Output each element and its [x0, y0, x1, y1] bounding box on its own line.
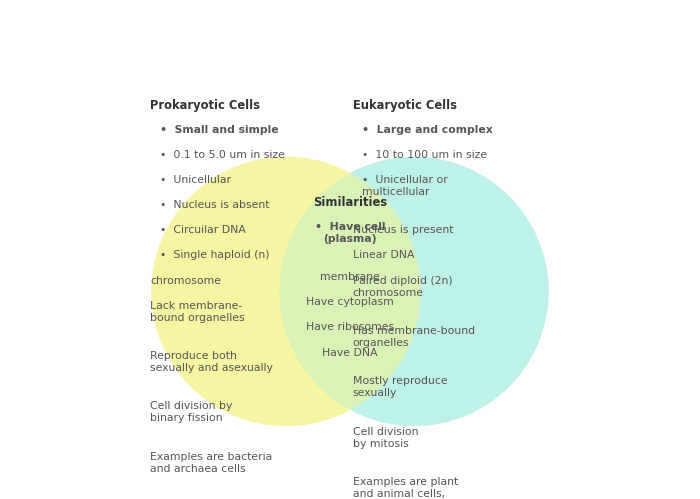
Text: Cell division by
binary fission: Cell division by binary fission [150, 401, 233, 424]
Text: •  Circuilar DNA: • Circuilar DNA [160, 225, 246, 235]
Text: membrane: membrane [320, 272, 380, 282]
Text: •  Single haploid (n): • Single haploid (n) [160, 250, 270, 260]
Text: Linear DNA: Linear DNA [353, 250, 414, 260]
Text: Prokaryotic and Eukaryotic Cells Venn Diagram: Prokaryotic and Eukaryotic Cells Venn Di… [54, 18, 646, 39]
Text: Examples are plant
and animal cells,
including humans: Examples are plant and animal cells, inc… [353, 477, 458, 499]
Text: Has membrane-bound
organelles: Has membrane-bound organelles [353, 326, 475, 348]
Text: •  Unicellular or
multicellular: • Unicellular or multicellular [363, 175, 448, 197]
Text: Reproduce both
sexually and asexually: Reproduce both sexually and asexually [150, 351, 273, 373]
Text: Prokaryotic Cells: Prokaryotic Cells [150, 99, 260, 112]
Text: chromosome: chromosome [150, 275, 221, 285]
Text: •  Nucleus is absent: • Nucleus is absent [160, 200, 270, 210]
Text: Have ribosomes: Have ribosomes [306, 322, 394, 332]
Text: Have cytoplasm: Have cytoplasm [306, 297, 394, 307]
Circle shape [151, 157, 421, 426]
Circle shape [279, 157, 549, 426]
Text: Lack membrane-
bound organelles: Lack membrane- bound organelles [150, 301, 245, 323]
Text: Eukaryotic Cells: Eukaryotic Cells [353, 99, 456, 112]
Text: Have DNA: Have DNA [322, 347, 378, 357]
Text: •  Unicellular: • Unicellular [160, 175, 231, 185]
Text: Similarities: Similarities [313, 197, 387, 210]
Text: Paired diploid (2n)
chromosome: Paired diploid (2n) chromosome [353, 275, 452, 297]
Text: •  Large and complex: • Large and complex [363, 125, 493, 135]
Circle shape [151, 157, 421, 426]
Text: Cell division
by mitosis: Cell division by mitosis [353, 427, 418, 449]
Text: Examples are bacteria
and archaea cells: Examples are bacteria and archaea cells [150, 452, 272, 474]
Text: Nucleus is present: Nucleus is present [353, 225, 453, 235]
Text: •  0.1 to 5.0 um in size: • 0.1 to 5.0 um in size [160, 150, 285, 160]
Text: •  Have cell
(plasma): • Have cell (plasma) [315, 222, 385, 244]
Text: Mostly reproduce
sexually: Mostly reproduce sexually [353, 376, 447, 398]
Text: •  10 to 100 um in size: • 10 to 100 um in size [363, 150, 487, 160]
Text: •  Small and simple: • Small and simple [160, 125, 279, 135]
